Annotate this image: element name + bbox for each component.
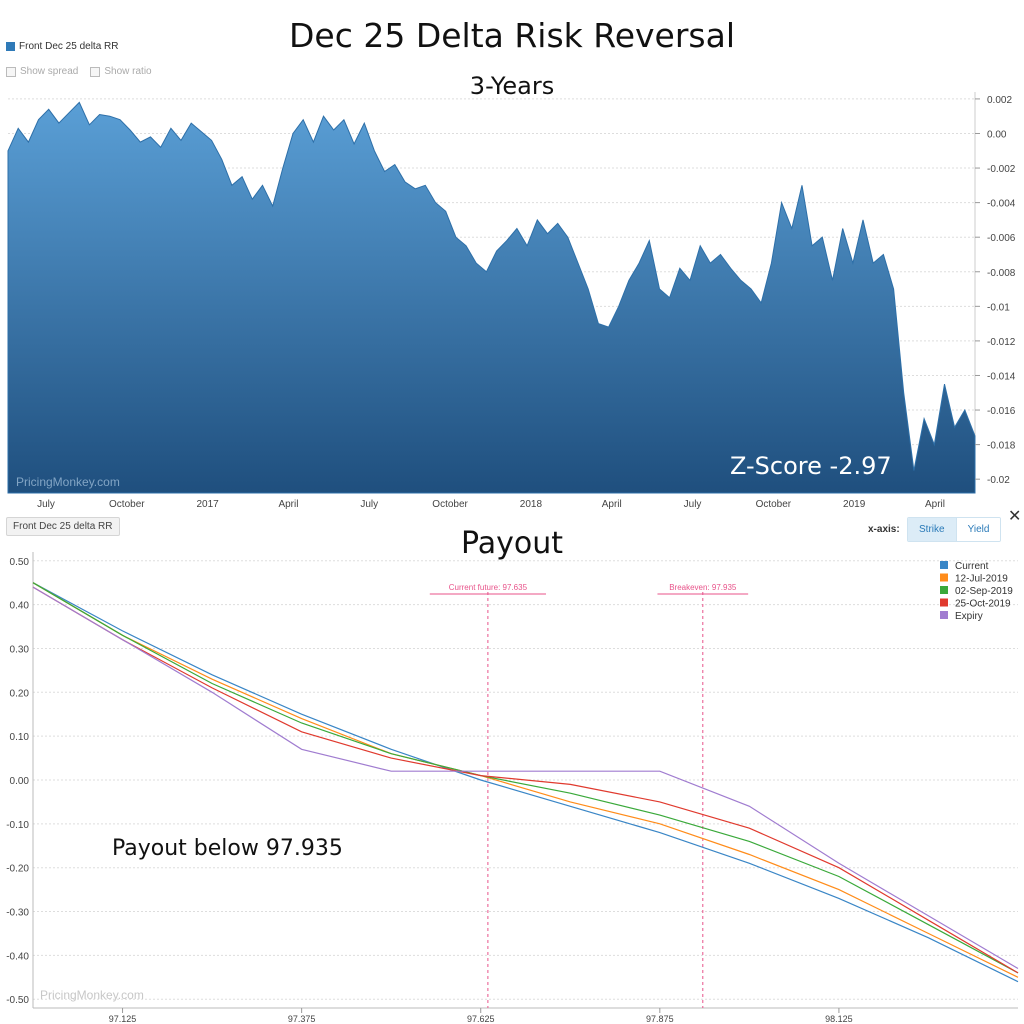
x-tick-label: 97.375 <box>288 1014 316 1024</box>
legend-label: Front Dec 25 delta RR <box>19 41 119 52</box>
x-tick-label: 98.125 <box>825 1014 853 1024</box>
legend-swatch <box>940 586 948 594</box>
y-tick-label: -0.002 <box>987 164 1016 175</box>
y-tick-label: -0.40 <box>6 951 29 962</box>
series-chip[interactable]: Front Dec 25 delta RR <box>6 517 120 536</box>
risk-reversal-area-chart: 0.002 0.00 -0.002 -0.004 -0.006 -0.008 -0.01 -0… <box>7 92 1016 510</box>
checkbox-icon <box>6 66 16 77</box>
y-tick-label: -0.30 <box>6 908 29 919</box>
close-icon[interactable]: ✕ <box>1008 508 1022 525</box>
legend-entry[interactable]: Current <box>955 561 989 572</box>
series-line-12-jul-2019 <box>32 582 1019 978</box>
x-tick-label: April <box>602 499 622 510</box>
strike-button[interactable]: Strike <box>908 518 956 541</box>
legend-swatch <box>940 561 948 569</box>
watermark: PricingMonkey.com <box>40 988 144 1002</box>
x-tick-label: July <box>684 499 702 510</box>
payout-chart-title: Payout <box>460 526 563 561</box>
y-tick-label: -0.02 <box>987 475 1010 486</box>
x-tick-label: 2019 <box>843 499 866 510</box>
legend-entry[interactable]: Expiry <box>955 611 983 622</box>
y-tick-label: -0.50 <box>6 995 29 1006</box>
x-tick-label: July <box>360 499 378 510</box>
z-score-annotation: Z-Score -2.97 <box>730 452 892 480</box>
payout-annotation: Payout below 97.935 <box>112 836 343 861</box>
chart-toggles: Show spread Show ratio <box>6 66 152 77</box>
risk-reversal-area <box>7 101 976 494</box>
legend-swatch <box>940 598 948 607</box>
show-spread-label: Show spread <box>20 66 79 77</box>
y-tick-label: 0.30 <box>10 644 30 655</box>
x-tick-label: October <box>109 499 145 510</box>
x-tick-label: 97.625 <box>467 1014 495 1024</box>
payout-line-chart: Current future: 97.635 Breakeven: 97.935 … <box>6 552 1019 1024</box>
checkbox-icon <box>90 66 101 77</box>
y-tick-label: 0.002 <box>987 95 1012 106</box>
top-chart-legend[interactable]: Front Dec 25 delta RR <box>6 41 119 52</box>
top-chart-title: Dec 25 Delta Risk Reversal <box>289 16 735 55</box>
x-tick-label: July <box>37 499 55 510</box>
top-chart-subtitle: 3-Years <box>469 72 555 100</box>
yield-button[interactable]: Yield <box>955 518 1001 541</box>
x-axis-toggle: Strike Yield <box>907 517 1002 542</box>
x-tick-label: 97.875 <box>646 1014 674 1024</box>
series-line-expiry <box>32 586 1019 970</box>
reference-line-label: Breakeven: 97.935 <box>669 583 737 592</box>
legend-entry[interactable]: 02-Sep-2019 <box>955 586 1013 597</box>
y-tick-label: 0.00 <box>987 129 1007 140</box>
show-ratio-checkbox[interactable]: Show ratio <box>90 66 152 77</box>
x-axis-label: x-axis: <box>868 524 900 535</box>
x-tick-label: 2017 <box>197 499 220 510</box>
series-line-25-oct-2019 <box>32 586 1019 974</box>
legend-swatch <box>940 611 948 619</box>
y-tick-label: 0.00 <box>10 776 30 787</box>
legend-swatch <box>6 42 15 51</box>
x-tick-label: 2018 <box>520 499 543 510</box>
y-tick-label: -0.004 <box>987 199 1016 210</box>
y-tick-label: -0.01 <box>987 302 1010 313</box>
series-line-current <box>32 582 1019 983</box>
legend-entry[interactable]: 12-Jul-2019 <box>955 574 1008 585</box>
legend-entry[interactable]: 25-Oct-2019 <box>955 599 1011 610</box>
y-tick-label: -0.20 <box>6 864 29 875</box>
x-tick-label: October <box>756 499 792 510</box>
y-tick-label: -0.012 <box>987 337 1016 348</box>
watermark: PricingMonkey.com <box>16 475 120 489</box>
y-tick-label: -0.008 <box>987 268 1016 279</box>
show-spread-checkbox[interactable]: Show spread <box>6 66 78 77</box>
y-tick-label: 0.20 <box>10 688 30 699</box>
y-tick-label: -0.016 <box>987 406 1016 417</box>
y-tick-label: 0.40 <box>10 601 30 612</box>
x-tick-label: April <box>925 499 945 510</box>
reference-line-label: Current future: 97.635 <box>449 583 528 592</box>
series-line-02-sep-2019 <box>32 582 1019 974</box>
x-tick-label: October <box>432 499 468 510</box>
y-tick-label: 0.10 <box>10 732 30 743</box>
show-ratio-label: Show ratio <box>104 66 152 77</box>
y-tick-label: -0.018 <box>987 441 1016 452</box>
y-tick-label: -0.006 <box>987 233 1016 244</box>
y-tick-label: 0.50 <box>10 557 30 568</box>
y-tick-label: -0.014 <box>987 371 1016 382</box>
x-tick-label: April <box>278 499 298 510</box>
y-tick-label: -0.10 <box>6 820 29 831</box>
x-tick-label: 97.125 <box>109 1014 137 1024</box>
legend-swatch <box>940 573 948 582</box>
